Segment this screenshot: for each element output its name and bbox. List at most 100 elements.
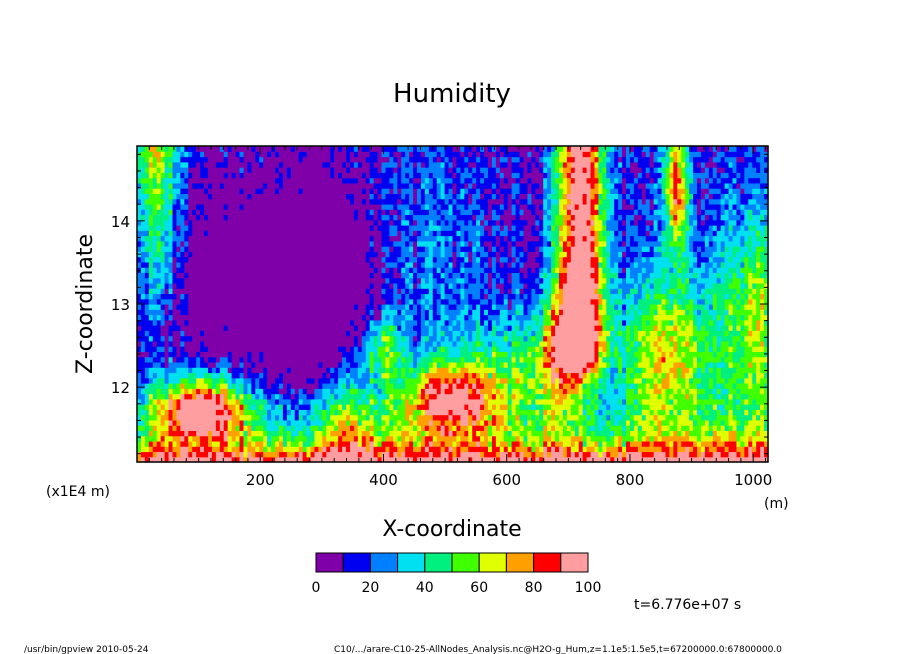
heatmap-cell	[259, 304, 264, 310]
heatmap-cell	[294, 230, 300, 237]
heatmap-cell	[282, 446, 288, 453]
heatmap-cell	[302, 209, 308, 216]
heatmap-cell	[417, 219, 422, 226]
heatmap-cell	[342, 156, 347, 163]
heatmap-cell	[338, 330, 343, 337]
heatmap-cell	[278, 388, 284, 395]
heatmap-cell	[188, 351, 193, 358]
heatmap-cell	[310, 282, 316, 289]
heatmap-cell	[243, 372, 249, 379]
heatmap-cell	[144, 277, 150, 284]
heatmap-cell	[322, 288, 327, 295]
heatmap-cell	[219, 335, 225, 342]
heatmap-cell	[239, 383, 245, 389]
heatmap-cell	[413, 182, 418, 189]
heatmap-cell	[231, 346, 237, 352]
heatmap-cell	[152, 367, 158, 374]
heatmap-cell	[259, 172, 264, 179]
heatmap-cell	[211, 151, 217, 158]
heatmap-cell	[255, 225, 260, 231]
heatmap-cell	[302, 235, 308, 242]
heatmap-cell	[393, 325, 398, 331]
heatmap-cell	[401, 251, 406, 258]
heatmap-cell	[334, 177, 339, 184]
heatmap-cell	[373, 383, 379, 389]
heatmap-cell	[417, 193, 422, 200]
heatmap-cell	[428, 146, 434, 152]
heatmap-cell	[267, 340, 272, 347]
heatmap-cell	[223, 451, 229, 458]
heatmap-cell	[405, 267, 410, 273]
heatmap-cell	[144, 414, 150, 421]
heatmap-cell	[428, 225, 434, 231]
heatmap-cell	[137, 304, 142, 310]
heatmap-cell	[377, 377, 383, 384]
heatmap-cell	[452, 325, 458, 331]
heatmap-cell	[338, 361, 343, 368]
heatmap-cell	[176, 161, 181, 168]
heatmap-cell	[188, 188, 193, 194]
heatmap-cell	[278, 309, 284, 316]
heatmap-cell	[168, 388, 174, 395]
heatmap-cell	[275, 440, 280, 447]
heatmap-cell	[330, 219, 335, 226]
heatmap-cell	[275, 177, 280, 184]
heatmap-cell	[172, 425, 178, 431]
heatmap-cell	[302, 304, 308, 310]
heatmap-cell	[251, 146, 256, 152]
heatmap-cell	[326, 167, 331, 173]
heatmap-cell	[428, 340, 434, 347]
heatmap-cell	[361, 425, 367, 431]
heatmap-cell	[381, 319, 387, 326]
heatmap-cell	[381, 388, 387, 395]
heatmap-cell	[278, 246, 284, 252]
heatmap-cell	[290, 188, 296, 194]
heatmap-cell	[290, 230, 296, 237]
heatmap-cell	[263, 367, 268, 374]
heatmap-cell	[275, 404, 280, 410]
heatmap-cell	[235, 261, 241, 268]
heatmap-cell	[235, 198, 241, 205]
heatmap-cell	[436, 261, 442, 268]
heatmap-cell	[456, 209, 461, 216]
heatmap-cell	[381, 340, 387, 347]
heatmap-cell	[231, 340, 237, 347]
heatmap-cell	[290, 277, 296, 284]
heatmap-cell	[413, 377, 418, 384]
heatmap-cell	[255, 288, 260, 295]
heatmap-cell	[381, 156, 387, 163]
heatmap-cell	[440, 209, 446, 216]
heatmap-cell	[148, 393, 154, 400]
heatmap-cell	[188, 446, 193, 453]
heatmap-cell	[417, 277, 422, 284]
heatmap-cell	[389, 393, 394, 400]
heatmap-cell	[405, 325, 410, 331]
heatmap-cell	[278, 230, 284, 237]
heatmap-cell	[440, 419, 446, 426]
heatmap-cell	[148, 219, 154, 226]
heatmap-cell	[302, 219, 308, 226]
heatmap-cell	[428, 404, 434, 410]
heatmap-cell	[436, 409, 442, 416]
heatmap-cell	[310, 372, 316, 379]
heatmap-cell	[330, 367, 335, 374]
heatmap-cell	[310, 246, 316, 252]
heatmap-cell	[282, 293, 288, 300]
heatmap-cell	[184, 225, 189, 231]
heatmap-cell	[322, 440, 327, 447]
heatmap-cell	[302, 409, 308, 416]
heatmap-cell	[204, 356, 209, 363]
heatmap-cell	[338, 451, 343, 458]
heatmap-cell	[349, 346, 355, 352]
heatmap-cell	[164, 330, 170, 337]
heatmap-cell	[369, 177, 375, 184]
heatmap-cell	[156, 404, 162, 410]
heatmap-cell	[389, 340, 394, 347]
heatmap-cell	[231, 246, 237, 252]
heatmap-cell	[204, 282, 209, 289]
heatmap-cell	[200, 188, 205, 194]
heatmap-cell	[140, 430, 146, 437]
heatmap-cell	[444, 440, 450, 447]
heatmap-cell	[188, 298, 193, 305]
heatmap-cell	[247, 409, 252, 416]
